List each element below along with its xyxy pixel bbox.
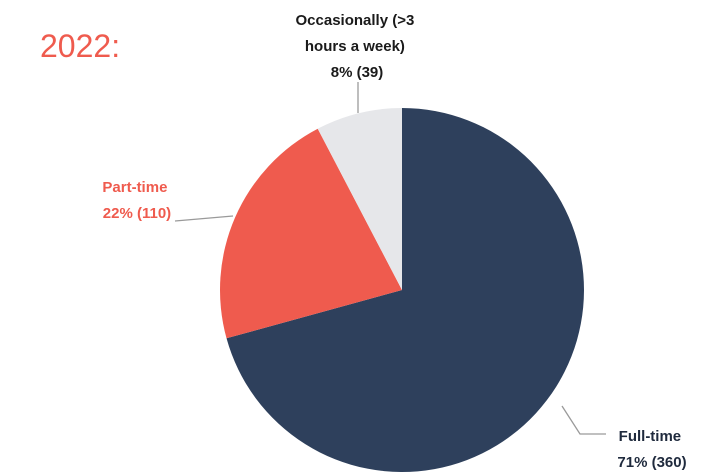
label-full-time: Full-time 71% (360) <box>617 428 686 471</box>
leader-part-time <box>174 215 234 222</box>
pie-slices <box>220 108 584 472</box>
label-occasionally: Occasionally (>3 hours a week) 8% (39) <box>296 12 419 81</box>
leader-lines <box>174 82 606 435</box>
leader-full-time <box>561 405 606 435</box>
pie-slice-occasionally <box>317 108 402 290</box>
label-occasionally-line3: 8% (39) <box>331 64 384 81</box>
label-part-time: Part-time 22% (110) <box>102 179 171 222</box>
pie-slice-full-time <box>226 108 584 472</box>
chart-title: 2022: <box>40 28 121 64</box>
pie-slice-part-time <box>220 128 402 339</box>
label-full-time-line2: 71% (360) <box>617 454 686 471</box>
label-full-time-line1: Full-time <box>619 428 682 445</box>
label-part-time-line1: Part-time <box>102 179 167 196</box>
label-occasionally-line1: Occasionally (>3 <box>296 12 415 29</box>
label-occasionally-line2: hours a week) <box>305 38 405 55</box>
label-part-time-line2: 22% (110) <box>103 205 171 222</box>
